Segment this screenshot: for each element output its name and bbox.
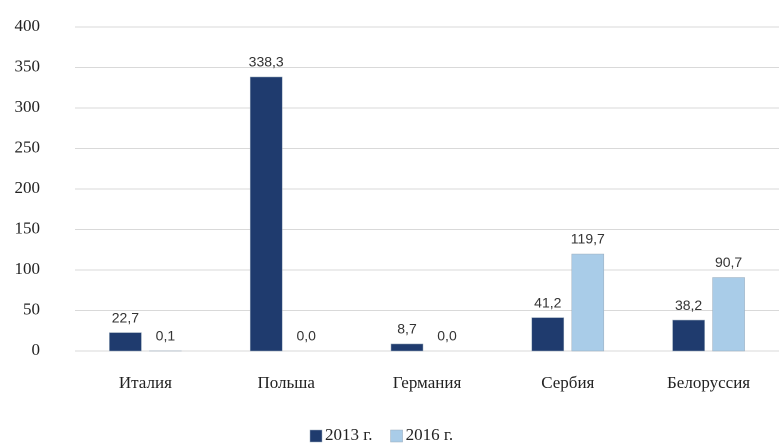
- bar: [109, 332, 142, 352]
- x-tick-label: Италия: [119, 373, 172, 392]
- y-tick-label: 0: [32, 340, 41, 359]
- bar: [249, 76, 283, 352]
- value-label: 41,2: [534, 294, 561, 310]
- y-tick-label: 200: [15, 178, 41, 197]
- value-label: 90,7: [715, 254, 742, 270]
- value-label: 338,3: [249, 54, 284, 70]
- value-label: 8,7: [397, 321, 417, 337]
- value-label: 38,2: [675, 297, 702, 313]
- y-tick-label: 400: [15, 16, 41, 35]
- y-tick-label: 300: [15, 97, 41, 116]
- value-label: 0,0: [296, 328, 316, 344]
- legend-swatch: [309, 429, 323, 443]
- bar: [672, 319, 705, 352]
- y-tick-label: 250: [15, 137, 41, 156]
- x-tick-label: Германия: [393, 373, 462, 392]
- bar: [571, 253, 605, 352]
- bar: [390, 343, 424, 352]
- x-tick-label: Польша: [257, 373, 315, 392]
- value-label: 0,0: [437, 328, 457, 344]
- bar: [531, 317, 565, 352]
- value-label: 22,7: [112, 309, 139, 325]
- x-tick-label: Белоруссия: [667, 373, 750, 392]
- x-tick-label: Сербия: [541, 373, 594, 392]
- legend-label: 2016 г.: [406, 425, 454, 444]
- bar: [712, 277, 745, 352]
- y-tick-label: 100: [15, 259, 41, 278]
- legend-swatch: [390, 429, 403, 443]
- legend-label: 2013 г.: [325, 425, 373, 444]
- value-label: 119,7: [571, 231, 605, 247]
- y-tick-label: 50: [23, 299, 40, 318]
- value-label: 0,1: [156, 328, 176, 344]
- y-tick-label: 150: [15, 218, 41, 237]
- y-tick-label: 350: [15, 56, 41, 75]
